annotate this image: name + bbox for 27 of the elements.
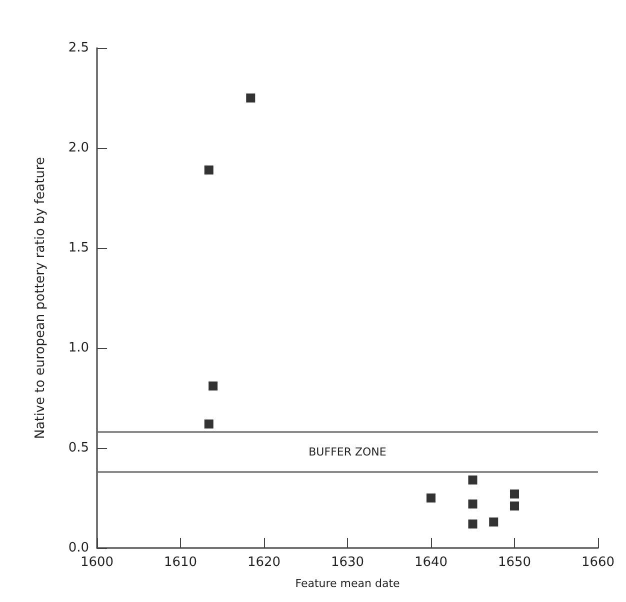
- y-tick-label: 0.5: [68, 440, 89, 456]
- point: [426, 494, 436, 502]
- y-tick-label: 1.0: [68, 340, 89, 356]
- x-tick-label: 1660: [581, 555, 615, 570]
- point: [468, 476, 478, 484]
- point: [510, 502, 519, 510]
- point: [468, 520, 478, 528]
- y-tick-label: 2.0: [68, 140, 89, 156]
- x-tick-label: 1630: [330, 555, 364, 570]
- x-axis-title: Feature mean date: [295, 577, 400, 590]
- x-tick-label: 1650: [498, 555, 532, 570]
- point: [489, 518, 498, 526]
- x-tick-label: 1620: [247, 555, 281, 570]
- x-tick-label: 1600: [80, 555, 114, 570]
- y-tick-label: 1.5: [68, 240, 89, 256]
- point: [468, 500, 478, 508]
- y-axis-title: Native to european pottery ratio by feature: [33, 157, 48, 439]
- x-tick-label: 1610: [164, 555, 198, 570]
- y-tick-label: 2.5: [68, 40, 89, 56]
- annotation: BUFFER ZONE: [308, 446, 386, 458]
- point: [208, 382, 218, 390]
- point: [204, 166, 214, 174]
- point: [246, 94, 256, 102]
- x-tick-label: 1640: [414, 555, 448, 570]
- point: [204, 420, 214, 428]
- point: [510, 490, 519, 498]
- y-tick-label: 0.0: [68, 540, 89, 556]
